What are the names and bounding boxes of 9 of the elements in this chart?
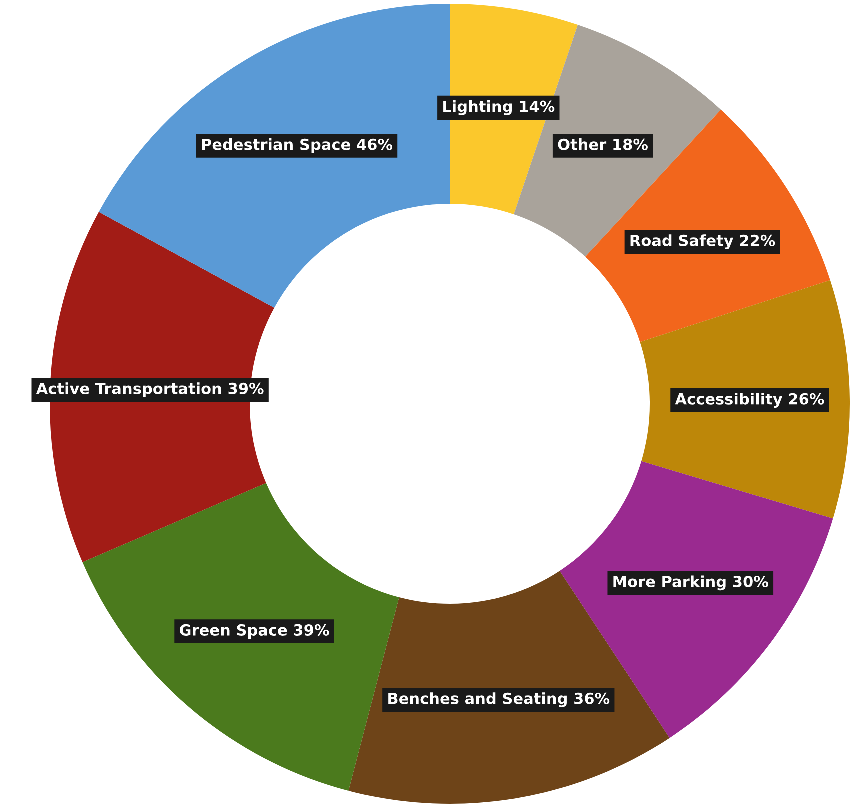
slice-label: Accessibility 26%	[675, 393, 824, 408]
slice-label: Active Transportation 39%	[36, 382, 264, 398]
slice-label: Lighting 14%	[444, 100, 555, 116]
slice-label: Green Space 39%	[180, 624, 330, 639]
slice-label: Benches and Seating 36%	[388, 692, 610, 708]
slice-label: Other 18%	[558, 138, 648, 150]
slice-label: Road Safety 22%	[630, 234, 776, 250]
slice-label: Pedestrian Space 46%	[202, 138, 393, 154]
slice-label: More Parking 30%	[614, 576, 768, 591]
